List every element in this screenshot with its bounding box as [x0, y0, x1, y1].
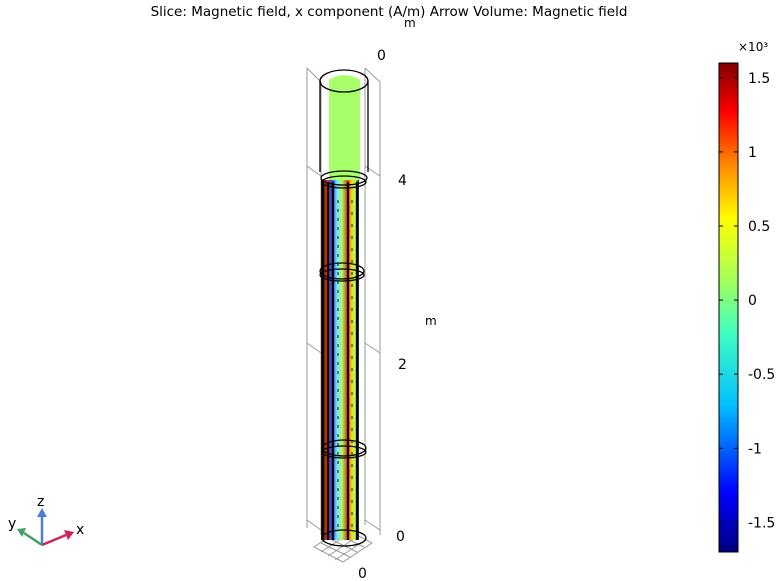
- z-tick-2: 2: [398, 357, 407, 373]
- cylinder-rings: [319, 69, 369, 547]
- z-tick-4: 4: [398, 173, 407, 189]
- colorbar-tick-label: 0.5: [748, 219, 770, 235]
- z-arrow-icon: [37, 508, 47, 517]
- z-axis-unit: m: [425, 314, 437, 328]
- coil-windings: [321, 182, 359, 540]
- triad-x-label: x: [76, 522, 84, 538]
- colorbar-tick-label: 1.5: [748, 71, 770, 87]
- field-arrows: [337, 200, 353, 530]
- y-arrow-icon: [17, 528, 26, 537]
- triad-y-label: y: [8, 516, 16, 532]
- bottom-axis-label: 0: [358, 566, 367, 581]
- z-tick-0: 0: [396, 529, 405, 545]
- plot-title: Slice: Magnetic field, x component (A/m)…: [150, 4, 628, 20]
- top-axis-label: 0: [377, 48, 386, 64]
- x-arrow-icon: [64, 530, 74, 540]
- colorbar-tick-label: 0: [748, 293, 757, 309]
- colorbar: [718, 62, 739, 553]
- triad-z-label: z: [37, 494, 44, 510]
- slice-coil-field: [321, 180, 359, 540]
- colorbar-tick-label: -1: [748, 441, 762, 457]
- colorbar-ticks: 1.5 1 0.5 0 -0.5 -1 -1.5: [719, 71, 775, 531]
- axis-triad: z x y: [8, 494, 84, 547]
- colorbar-tick-label: -1.5: [748, 515, 775, 531]
- top-unit-label: m: [404, 16, 416, 30]
- slice-upper-field: [329, 75, 360, 180]
- colorbar-tick-label: -0.5: [748, 367, 775, 383]
- colorbar-multiplier: ×10³: [738, 40, 768, 54]
- colorbar-tick-label: 1: [748, 145, 757, 161]
